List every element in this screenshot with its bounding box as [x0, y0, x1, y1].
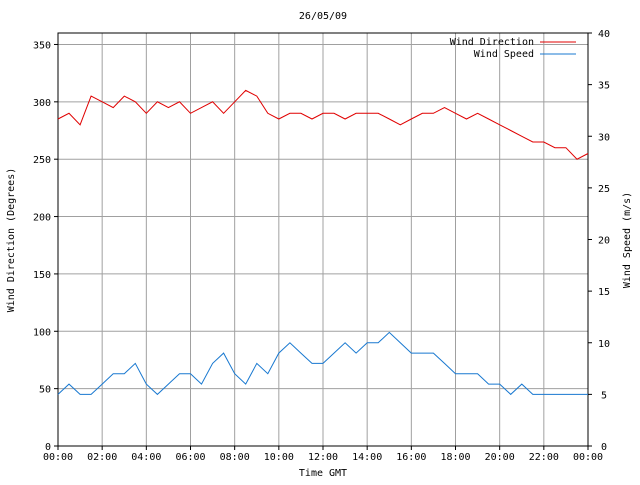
y-left-tick-label: 100 [33, 327, 51, 338]
y-axis-right-ticks: 0 5 10 15 20 25 30 35 40 [588, 29, 610, 453]
x-tick-label: 08:00 [220, 452, 250, 463]
x-tick-label: 22:00 [529, 452, 559, 463]
y-left-tick-label: 150 [33, 270, 51, 281]
y-right-tick-label: 5 [601, 390, 607, 401]
legend: Wind Direction Wind Speed [450, 37, 576, 60]
y-left-tick-label: 250 [33, 155, 51, 166]
y-right-tick-label: 15 [598, 287, 610, 298]
x-tick-label: 16:00 [396, 452, 426, 463]
x-axis-ticks: 00:00 02:00 04:00 06:00 08:00 10:00 12:00 14:00… [43, 446, 603, 463]
y-right-tick-label: 40 [598, 29, 610, 40]
y-left-tick-label: 50 [39, 385, 51, 396]
x-tick-label: 20:00 [485, 452, 515, 463]
y-right-tick-label: 20 [598, 236, 610, 247]
y-left-tick-label: 0 [45, 442, 51, 453]
legend-label-wind-direction: Wind Direction [450, 37, 534, 48]
y-right-tick-label: 0 [601, 442, 607, 453]
series-line-wind-speed [57, 331, 588, 396]
y-right-tick-label: 25 [598, 184, 610, 195]
y-axis-right-label: Wind Speed (m/s) [622, 192, 633, 288]
x-tick-label: 04:00 [131, 452, 161, 463]
x-tick-label: 14:00 [352, 452, 382, 463]
x-tick-label: 00:00 [43, 452, 73, 463]
y-axis-left-ticks: 0 50 100 150 200 250 300 350 [33, 40, 58, 453]
y-left-tick-label: 350 [33, 40, 51, 51]
x-tick-label: 18:00 [440, 452, 470, 463]
x-tick-label: 02:00 [87, 452, 117, 463]
x-tick-label: 06:00 [175, 452, 205, 463]
y-right-tick-label: 30 [598, 132, 610, 143]
y-left-tick-label: 200 [33, 213, 51, 224]
y-right-tick-label: 35 [598, 81, 610, 92]
grid [58, 33, 588, 446]
series-line-wind-direction [57, 89, 589, 160]
y-axis-left-label: Wind Direction (Degrees) [6, 168, 17, 313]
x-tick-label: 12:00 [308, 452, 338, 463]
x-tick-label: 00:00 [573, 452, 603, 463]
legend-label-wind-speed: Wind Speed [474, 49, 534, 60]
x-tick-label: 10:00 [264, 452, 294, 463]
series-group [57, 89, 589, 396]
x-axis-label: Time GMT [299, 468, 347, 479]
y-left-tick-label: 300 [33, 98, 51, 109]
y-right-tick-label: 10 [598, 339, 610, 350]
chart-title: 26/05/09 [299, 11, 347, 22]
